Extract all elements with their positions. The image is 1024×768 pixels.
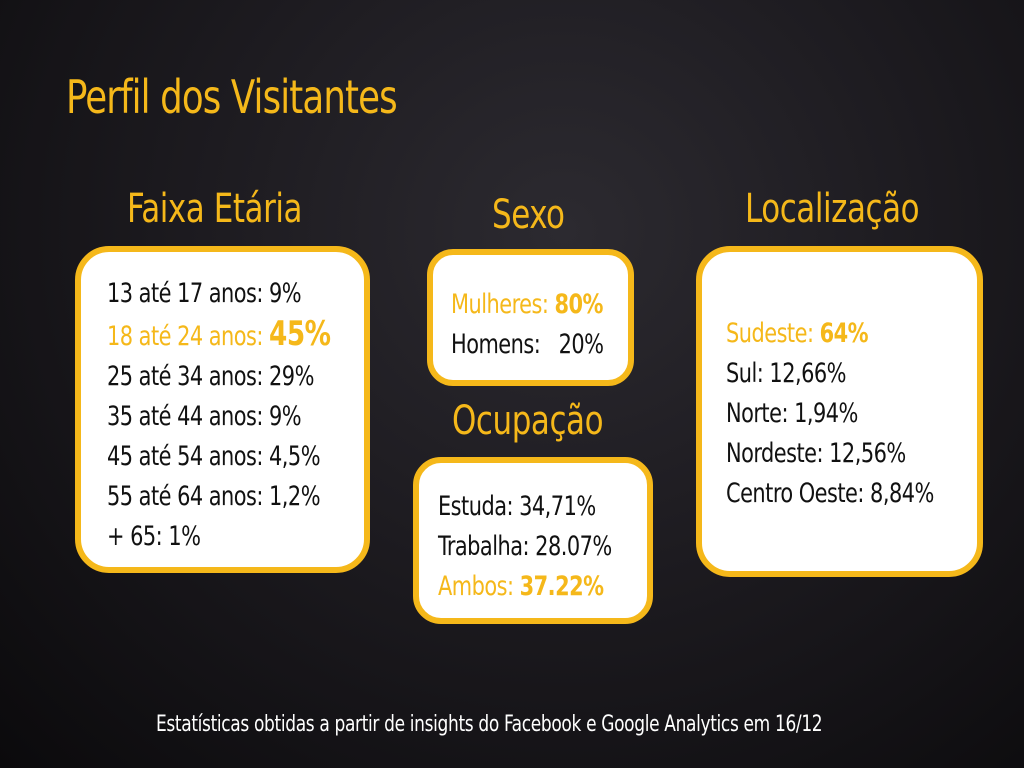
ocupacao-heading: Ocupação (452, 398, 604, 444)
age-row-18-24: 18 até 24 anos: 45% (107, 314, 331, 354)
age-row-25-34: 25 até 34 anos: 29% (107, 361, 314, 392)
source-footnote: Estatísticas obtidas a partir de insight… (156, 712, 823, 737)
age-row-65-plus: + 65: 1% (107, 521, 201, 552)
sexo-row-homens: Homens: 20% (451, 329, 604, 360)
sexo-list: Mulheres: 80% Homens: 20% (451, 285, 628, 365)
localizacao-row-sudeste: Sudeste: 64% (726, 318, 869, 349)
ocupacao-row-ambos: Ambos: 37.22% (438, 571, 604, 602)
age-row-55-64: 55 até 64 anos: 1,2% (107, 481, 321, 512)
localizacao-list: Sudeste: 64% Sul: 12,66% Norte: 1,94% No… (726, 314, 977, 514)
slide-title: Perfil dos Visitantes (66, 70, 398, 124)
age-row-45-54: 45 até 54 anos: 4,5% (107, 441, 321, 472)
localizacao-row-nordeste: Nordeste: 12,56% (726, 438, 906, 469)
localizacao-row-sul: Sul: 12,66% (726, 358, 846, 389)
sexo-card: Mulheres: 80% Homens: 20% (427, 249, 634, 386)
localizacao-card: Sudeste: 64% Sul: 12,66% Norte: 1,94% No… (696, 246, 983, 577)
localizacao-row-norte: Norte: 1,94% (726, 398, 858, 429)
age-row-35-44: 35 até 44 anos: 9% (107, 401, 302, 432)
ocupacao-row-estuda: Estuda: 34,71% (438, 491, 596, 522)
ocupacao-row-trabalha: Trabalha: 28.07% (438, 531, 612, 562)
ocupacao-list: Estuda: 34,71% Trabalha: 28.07% Ambos: 3… (438, 487, 647, 607)
faixa-etaria-heading: Faixa Etária (127, 186, 303, 232)
localizacao-row-centro-oeste: Centro Oeste: 8,84% (726, 478, 934, 509)
sexo-row-mulheres: Mulheres: 80% (451, 289, 603, 320)
localizacao-heading: Localização (745, 186, 920, 232)
faixa-etaria-card: 13 até 17 anos: 9% 18 até 24 anos: 45% 2… (75, 246, 370, 573)
sexo-heading: Sexo (492, 192, 565, 238)
faixa-etaria-list: 13 até 17 anos: 9% 18 até 24 anos: 45% 2… (107, 274, 364, 557)
ocupacao-card: Estuda: 34,71% Trabalha: 28.07% Ambos: 3… (413, 457, 653, 624)
age-row-13-17: 13 até 17 anos: 9% (107, 278, 302, 309)
